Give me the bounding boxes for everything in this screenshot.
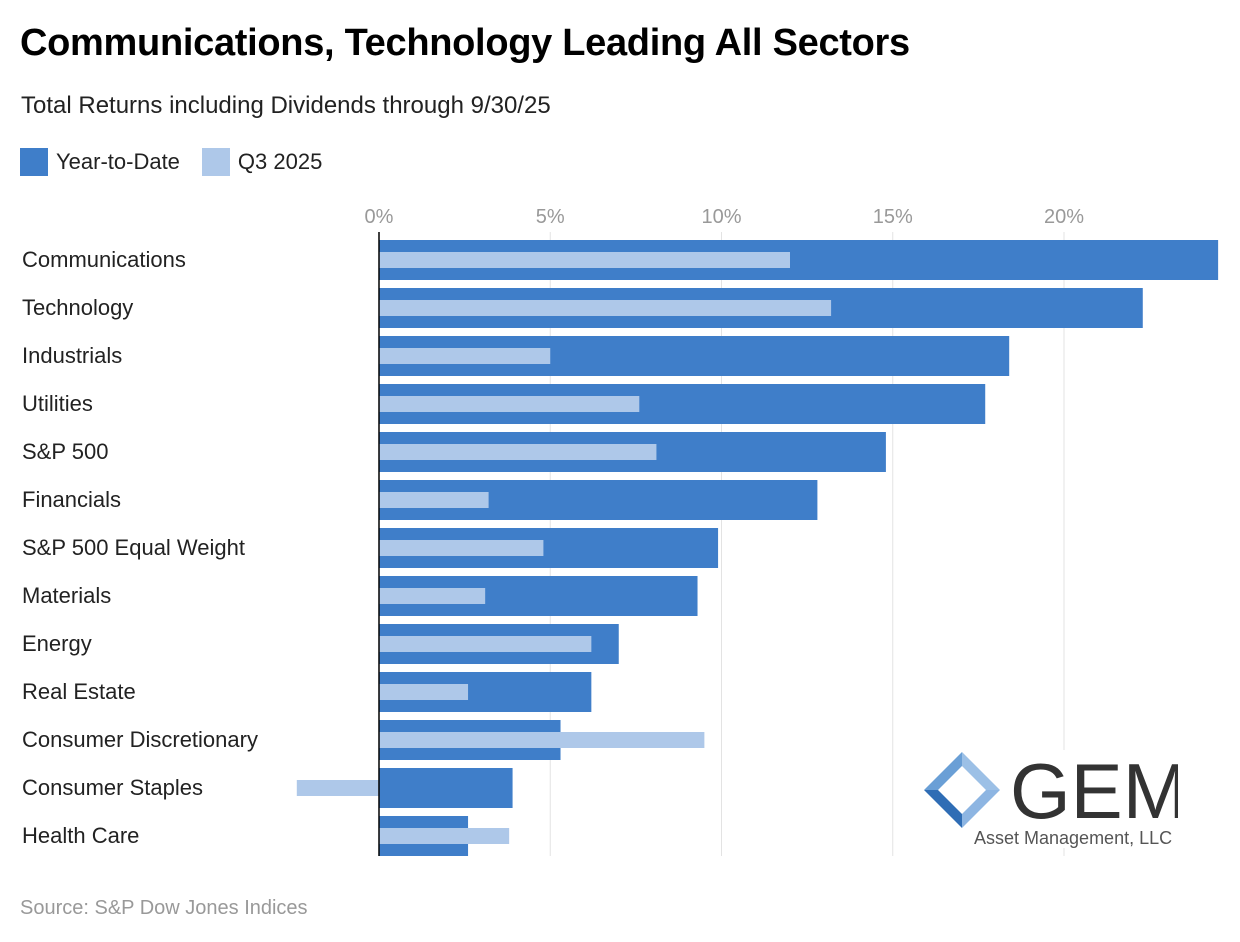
bar-q3 <box>379 300 832 316</box>
legend: Year-to-Date Q3 2025 <box>20 148 344 176</box>
x-tick-label: 10% <box>701 206 741 228</box>
category-label: Consumer Discretionary <box>22 727 258 752</box>
gem-logo: GEM Asset Management, LLC <box>922 750 1178 848</box>
legend-label-ytd: Year-to-Date <box>56 149 180 174</box>
category-label: Energy <box>22 631 92 656</box>
legend-swatch-q3 <box>201 148 230 176</box>
bar-q3 <box>379 540 544 556</box>
category-label: Consumer Staples <box>22 775 203 800</box>
x-tick-label: 0% <box>365 206 394 228</box>
bar-q3 <box>379 684 469 700</box>
category-label: Materials <box>22 583 111 608</box>
x-tick-label: 20% <box>1044 206 1084 228</box>
category-label: Communications <box>22 247 186 272</box>
legend-item-q3: Q3 2025 <box>201 148 323 176</box>
category-label: Industrials <box>22 343 122 368</box>
diamond-logo-icon: GEM Asset Management, LLC <box>924 750 1178 848</box>
bar-q3 <box>379 588 486 604</box>
category-label: Real Estate <box>22 679 136 704</box>
category-label: S&P 500 <box>22 439 108 464</box>
bar-q3 <box>379 348 551 364</box>
legend-label-q3: Q3 2025 <box>237 149 323 174</box>
category-label: Health Care <box>22 823 139 848</box>
category-label: S&P 500 Equal Weight <box>22 535 245 560</box>
bar-q3 <box>379 732 705 748</box>
bar-q3 <box>379 492 489 508</box>
x-tick-label: 15% <box>873 206 913 228</box>
x-tick-label: 5% <box>536 206 565 228</box>
chart-title: Communications, Technology Leading All S… <box>20 22 910 64</box>
bar-q3 <box>379 252 790 268</box>
svg-text:Asset Management, LLC: Asset Management, LLC <box>974 828 1172 848</box>
bar-q3 <box>296 780 379 796</box>
legend-swatch-ytd <box>20 148 48 176</box>
category-label: Utilities <box>22 391 93 416</box>
bar-q3 <box>379 444 657 460</box>
category-label: Financials <box>22 487 121 512</box>
bar-q3 <box>379 636 592 652</box>
svg-text:GEM: GEM <box>1010 750 1178 835</box>
bar-q3 <box>379 396 640 412</box>
bar-q3 <box>379 828 510 844</box>
bar-ytd <box>379 768 513 808</box>
legend-item-ytd: Year-to-Date <box>20 148 180 176</box>
chart-subtitle: Total Returns including Dividends throug… <box>21 92 551 119</box>
source-note: Source: S&P Dow Jones Indices <box>20 897 308 919</box>
category-label: Technology <box>22 295 133 320</box>
